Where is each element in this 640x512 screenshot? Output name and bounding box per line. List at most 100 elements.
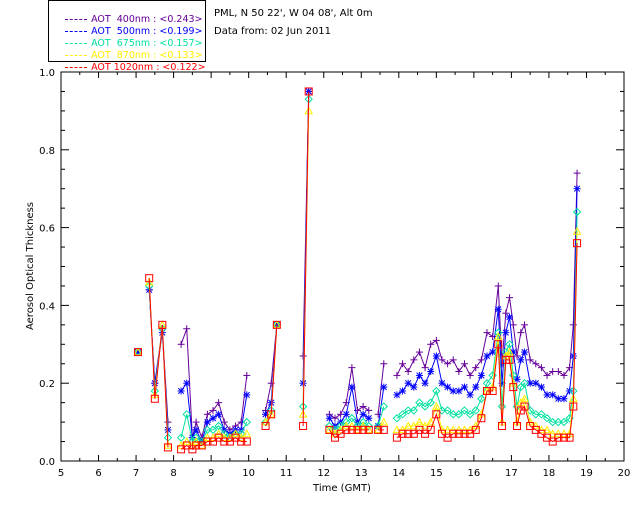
- data-point-1020nm: [573, 239, 582, 248]
- data-point-500nm: [483, 352, 491, 360]
- data-point-675nm: [449, 410, 458, 419]
- data-point-1020nm: [426, 425, 435, 434]
- data-point-1020nm: [325, 425, 334, 434]
- data-point-870nm: [493, 331, 503, 340]
- data-point-1020nm: [133, 348, 142, 357]
- data-point-400nm: [526, 356, 534, 364]
- series-line-675nm: [396, 212, 578, 423]
- data-point-400nm: [455, 368, 463, 376]
- data-point-870nm: [548, 429, 558, 438]
- data-point-870nm: [520, 394, 529, 403]
- data-point-500nm: [472, 383, 480, 391]
- data-point-1020nm: [477, 414, 486, 423]
- data-point-675nm: [426, 398, 435, 407]
- data-point-870nm: [341, 421, 351, 430]
- data-point-400nm: [543, 371, 551, 379]
- plot-area: [60, 71, 625, 462]
- data-point-400nm: [393, 371, 401, 379]
- series-line-400nm: [396, 173, 578, 377]
- data-point-400nm: [573, 169, 581, 177]
- data-point-400nm: [560, 371, 568, 379]
- data-point-400nm: [209, 406, 217, 414]
- data-point-500nm: [549, 391, 557, 399]
- data-point-500nm: [573, 185, 581, 193]
- series-line-1020nm: [396, 243, 578, 443]
- data-point-675nm: [379, 402, 388, 411]
- data-point-400nm: [427, 340, 435, 348]
- data-point-870nm: [572, 226, 582, 235]
- data-point-1020nm: [460, 429, 469, 438]
- y-tick-label: 0.2: [39, 379, 55, 390]
- data-point-870nm: [191, 437, 201, 445]
- data-point-870nm: [203, 433, 212, 441]
- legend-swatch-870nm: [65, 55, 88, 56]
- data-point-870nm: [133, 347, 143, 356]
- data-point-870nm: [182, 437, 192, 445]
- data-point-870nm: [443, 425, 452, 434]
- data-point-870nm: [409, 421, 419, 430]
- data-point-870nm: [231, 429, 240, 438]
- data-point-1020nm: [237, 437, 246, 446]
- data-point-870nm: [553, 429, 563, 438]
- data-point-675nm: [559, 417, 569, 427]
- data-point-500nm: [506, 313, 514, 321]
- data-point-500nm: [399, 387, 407, 395]
- data-point-500nm: [537, 383, 545, 391]
- x-axis-label: Time (GMT): [312, 483, 371, 494]
- data-point-500nm: [393, 391, 401, 399]
- data-point-870nm: [347, 421, 357, 430]
- legend: AOT 400nm : <0.243> AOT 500nm : <0.199> …: [48, 0, 206, 73]
- legend-swatch-500nm: [65, 31, 88, 32]
- data-point-500nm: [460, 383, 468, 391]
- data-point-500nm: [432, 352, 440, 360]
- data-point-500nm: [415, 371, 423, 379]
- x-tick-label: 13: [355, 468, 368, 479]
- y-tick-label: 0.4: [39, 301, 55, 312]
- data-point-500nm: [192, 426, 200, 434]
- data-point-400nm: [472, 364, 480, 372]
- data-point-870nm: [454, 425, 464, 434]
- data-point-675nm: [403, 406, 413, 415]
- data-point-675nm: [548, 417, 557, 427]
- data-point-675nm: [520, 378, 529, 388]
- data-point-675nm: [572, 207, 582, 217]
- legend-label-500nm: AOT 500nm : <0.199>: [91, 26, 203, 37]
- data-point-870nm: [325, 425, 334, 434]
- data-point-400nm: [404, 368, 412, 376]
- data-point-400nm: [554, 368, 562, 376]
- data-point-675nm: [471, 406, 480, 415]
- data-point-400nm: [399, 360, 407, 368]
- x-tick-label: 5: [58, 468, 64, 479]
- data-point-500nm: [404, 379, 412, 387]
- x-tick-label: 6: [95, 468, 101, 479]
- data-point-500nm: [348, 383, 356, 391]
- data-point-500nm: [359, 410, 367, 418]
- data-point-675nm: [554, 417, 563, 427]
- series-line-400nm: [329, 367, 370, 419]
- data-point-870nm: [415, 417, 424, 426]
- data-point-675nm: [477, 394, 486, 403]
- data-point-1020nm: [163, 443, 172, 452]
- data-point-675nm: [325, 421, 334, 431]
- x-tick-label: 16: [467, 468, 480, 479]
- data-point-675nm: [454, 410, 464, 419]
- data-point-1020nm: [488, 386, 497, 395]
- data-point-1020nm: [505, 355, 514, 364]
- data-point-1020nm: [454, 429, 463, 438]
- data-point-1020nm: [353, 425, 362, 434]
- date-info: Data from: 02 Jun 2011: [214, 26, 332, 37]
- data-point-500nm: [209, 414, 217, 422]
- data-point-1020nm: [304, 87, 313, 96]
- x-tick-label: 7: [133, 468, 139, 479]
- data-point-870nm: [358, 421, 368, 430]
- x-tick-label: 15: [430, 468, 443, 479]
- data-point-870nm: [163, 440, 173, 449]
- legend-item-500nm: AOT 500nm : <0.199>: [53, 15, 203, 37]
- data-point-500nm: [455, 387, 463, 395]
- x-tick-label: 8: [170, 468, 176, 479]
- y-tick-label: 0.6: [39, 224, 55, 235]
- data-point-500nm: [380, 383, 388, 391]
- data-point-675nm: [537, 410, 546, 419]
- series-line-400nm: [377, 363, 385, 415]
